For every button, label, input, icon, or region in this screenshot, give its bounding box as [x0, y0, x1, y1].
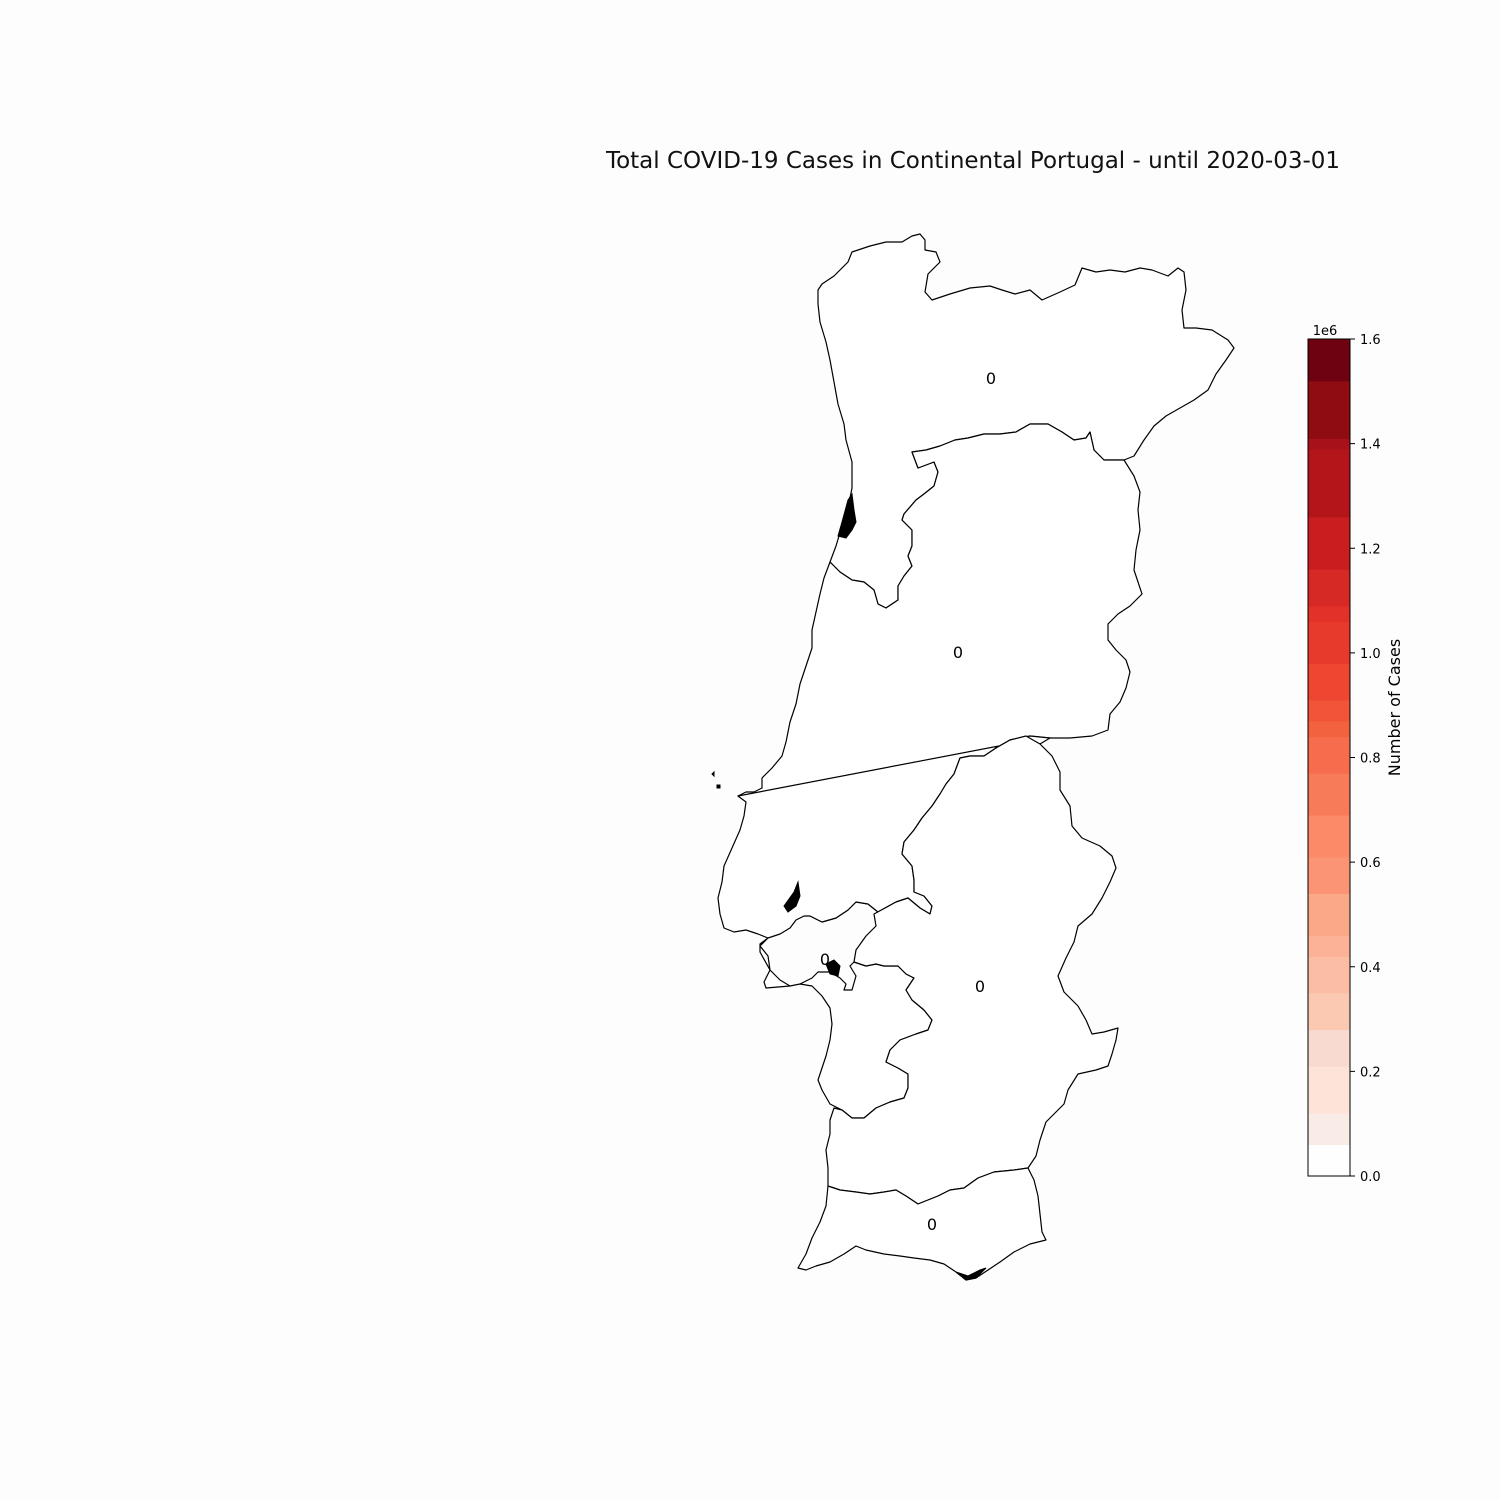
chart-title: Total COVID-19 Cases in Continental Port… — [605, 148, 1341, 174]
colorbar-band — [1308, 516, 1350, 570]
colorbar-band — [1308, 736, 1350, 774]
region-label-norte: 0 — [986, 369, 996, 388]
berlengas-islet — [711, 770, 721, 789]
colorbar-band — [1308, 1113, 1350, 1146]
region-label-lisboa: 0 — [820, 950, 830, 969]
colorbar-band — [1308, 893, 1350, 936]
colorbar-exponent: 1e6 — [1313, 324, 1338, 339]
colorbar-tick-label: 0.4 — [1360, 961, 1381, 976]
colorbar-label: Number of Cases — [1385, 639, 1404, 776]
colorbar-band — [1308, 621, 1350, 664]
colorbar-tick-label: 1.0 — [1360, 647, 1381, 662]
region-alentejo[interactable] — [825, 735, 1119, 1205]
colorbar-band — [1308, 605, 1350, 622]
ria-formosa — [955, 1267, 987, 1281]
colorbar-band — [1308, 699, 1350, 722]
colorbar-band — [1308, 1029, 1350, 1067]
colorbar-band — [1308, 438, 1350, 450]
colorbar-band — [1308, 720, 1350, 738]
colorbar-ticks: 0.0 0.2 0.4 0.6 0.8 1.0 1.2 1.4 1.6 — [1350, 333, 1381, 1185]
colorbar-tick-label: 1.2 — [1360, 542, 1381, 557]
colorbar-band — [1308, 663, 1350, 701]
colorbar-band — [1308, 815, 1350, 858]
colorbar-tick-label: 0.6 — [1360, 856, 1381, 871]
colorbar-tick-label: 0.0 — [1360, 1170, 1381, 1185]
colorbar-band — [1308, 1066, 1350, 1114]
colorbar-band — [1308, 448, 1350, 518]
colorbar-band — [1308, 339, 1350, 382]
tejo-estuary — [783, 880, 801, 913]
colorbar-band — [1308, 856, 1350, 895]
colorbar-bands — [1308, 339, 1350, 1177]
colorbar-tick-label: 1.6 — [1360, 333, 1381, 348]
colorbar-band — [1308, 935, 1350, 957]
sado-estuary — [825, 959, 841, 977]
colorbar-band — [1308, 956, 1350, 994]
region-label-algarve: 0 — [927, 1215, 937, 1234]
colorbar-band — [1308, 1144, 1350, 1177]
aveiro-lagoon — [837, 492, 857, 539]
colorbar-band — [1308, 773, 1350, 816]
colorbar-tick-label: 0.8 — [1360, 752, 1381, 767]
colorbar-band — [1308, 569, 1350, 607]
region-label-alentejo: 0 — [975, 977, 985, 996]
region-algarve[interactable] — [797, 1167, 1047, 1281]
colorbar-band — [1308, 992, 1350, 1031]
colorbar-band — [1308, 380, 1350, 439]
colorbar-tick-label: 0.2 — [1360, 1065, 1381, 1080]
region-label-centro: 0 — [953, 643, 963, 662]
colorbar-tick-label: 1.4 — [1360, 438, 1381, 453]
